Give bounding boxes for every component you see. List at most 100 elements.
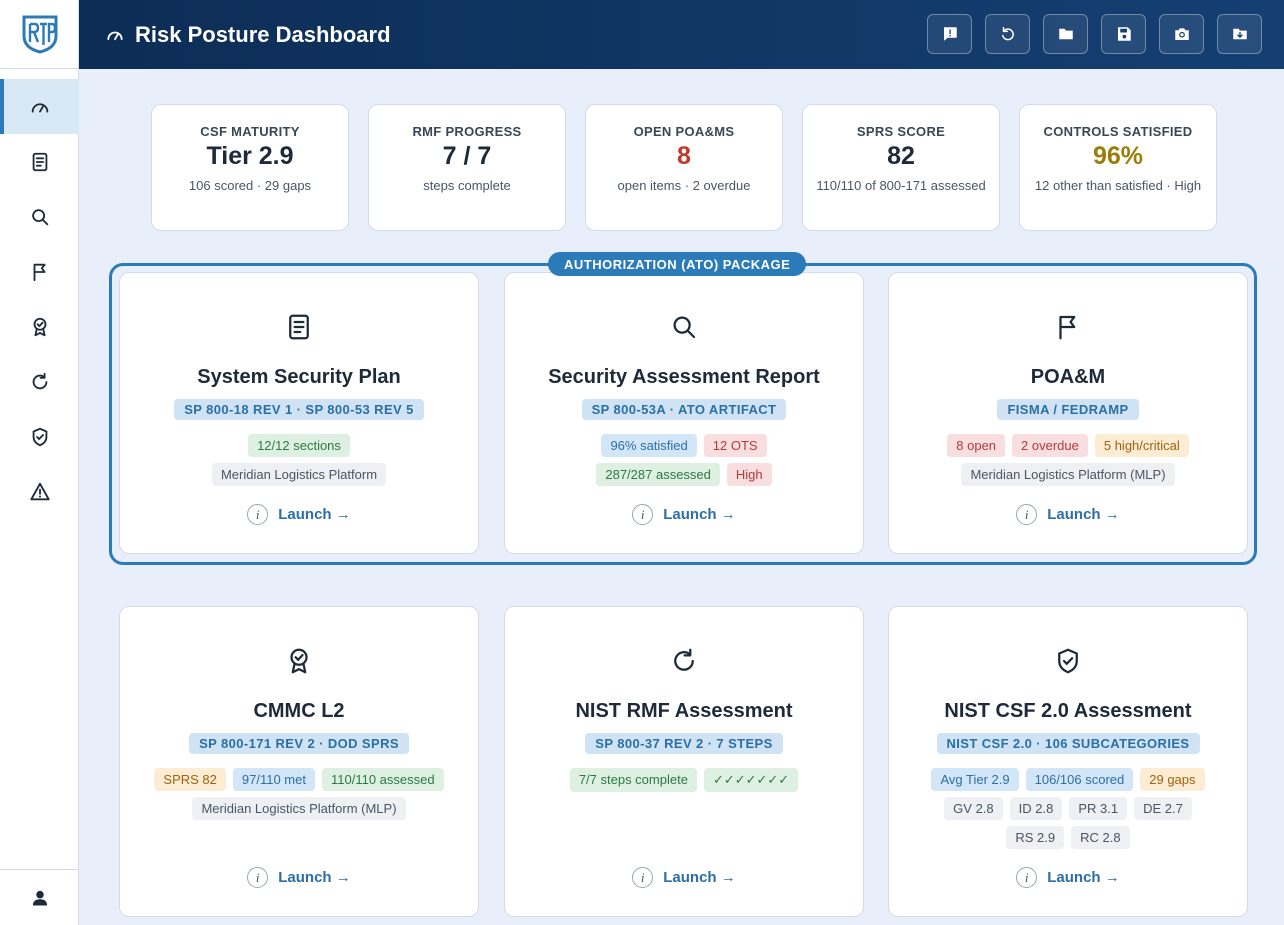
user-icon[interactable]	[30, 888, 50, 908]
standard-pill: FISMA / FEDRAMP	[997, 399, 1139, 420]
card-icon-wrap	[889, 646, 1247, 676]
stat-value: 8	[677, 142, 691, 170]
overdue-pill: 2 overdue	[1012, 434, 1088, 457]
sidebar-item-dashboard[interactable]	[0, 79, 79, 134]
card-nist-csf-assessment[interactable]: NIST CSF 2.0 Assessment NIST CSF 2.0 · 1…	[888, 606, 1248, 917]
stats-row: CSF MATURITY Tier 2.9 106 scored · 29 ga…	[151, 104, 1217, 231]
launch-button[interactable]: Launch →	[278, 869, 351, 886]
assessed-pill: 110/110 assessed	[321, 768, 444, 791]
launch-button[interactable]: Launch →	[663, 506, 736, 523]
info-icon[interactable]: i	[247, 504, 269, 525]
stat-value: Tier 2.9	[206, 142, 294, 170]
feedback-button[interactable]	[927, 14, 972, 54]
avg-tier-pill: Avg Tier 2.9	[931, 768, 1019, 791]
stat-value: 96%	[1092, 142, 1144, 170]
header-actions	[927, 14, 1262, 54]
card-icon-wrap	[505, 312, 863, 342]
launch-row: i Launch →	[120, 504, 478, 525]
card-security-assessment-report[interactable]: Security Assessment Report SP 800-53A · …	[504, 272, 864, 554]
refresh-icon	[674, 648, 694, 671]
card-icon-wrap	[120, 312, 478, 342]
stat-label: RMF PROGRESS	[412, 124, 522, 139]
open-button[interactable]	[1043, 14, 1088, 54]
standard-pill: SP 800-53A · ATO ARTIFACT	[581, 399, 787, 420]
pill-row: 8 open 2 overdue 5 high/critical	[889, 434, 1247, 457]
sidebar-item-ssp[interactable]	[0, 134, 79, 189]
satisfied-pill: 96% satisfied	[601, 434, 697, 457]
function-pill-gv: GV 2.8	[944, 797, 1003, 820]
stat-value: 7 / 7	[442, 142, 492, 170]
info-icon[interactable]: i	[247, 867, 269, 888]
function-pill-pr: PR 3.1	[1069, 797, 1128, 820]
ato-package-label: AUTHORIZATION (ATO) PACKAGE	[548, 252, 807, 276]
card-standard: NIST CSF 2.0 · 106 SUBCATEGORIES	[889, 733, 1247, 754]
info-icon[interactable]: i	[632, 867, 654, 888]
rtp-logo-icon	[22, 15, 57, 54]
pill-row: RS 2.9 RC 2.8	[889, 826, 1247, 849]
sidebar	[0, 0, 79, 925]
sidebar-item-csf[interactable]	[0, 409, 79, 464]
card-standard: SP 800-37 REV 2 · 7 STEPS	[505, 733, 863, 754]
system-pill: Meridian Logistics Platform (MLP)	[961, 463, 1175, 486]
app-logo[interactable]	[0, 0, 79, 69]
launch-row: i Launch →	[505, 867, 863, 888]
stat-label: OPEN POA&MS	[633, 124, 735, 139]
undo-button[interactable]	[985, 14, 1030, 54]
flag-icon	[33, 263, 45, 281]
card-poam[interactable]: POA&M FISMA / FEDRAMP 8 open 2 overdue 5…	[888, 272, 1248, 554]
assessed-pill: 287/287 assessed	[596, 463, 720, 486]
gauge-icon	[107, 31, 123, 40]
launch-button[interactable]: Launch →	[663, 869, 736, 886]
launch-button[interactable]: Launch →	[278, 506, 351, 523]
card-standard: SP 800-18 REV 1 · SP 800-53 REV 5	[120, 399, 478, 420]
stat-card-sprs-score: SPRS SCORE 82 110/110 of 800-171 assesse…	[802, 104, 1000, 231]
pill-row: SPRS 82 97/110 met 110/110 assessed	[120, 768, 478, 791]
info-icon[interactable]: i	[1016, 867, 1038, 888]
sidebar-footer	[0, 869, 79, 925]
pill-row: 96% satisfied 12 OTS	[505, 434, 863, 457]
stat-sub: 12 other than satisfied · High	[1034, 178, 1202, 193]
top-header: Risk Posture Dashboard	[79, 0, 1284, 69]
card-cmmc-l2[interactable]: CMMC L2 SP 800-171 REV 2 · DOD SPRS SPRS…	[119, 606, 479, 917]
screenshot-button[interactable]	[1159, 14, 1204, 54]
search-icon	[673, 316, 696, 339]
page-title: Risk Posture Dashboard	[135, 21, 391, 47]
badge-icon	[290, 648, 308, 674]
impact-pill: High	[726, 463, 772, 486]
step-checks-pill: ✓✓✓✓✓✓✓	[703, 768, 799, 792]
sidebar-item-risks[interactable]	[0, 464, 79, 519]
info-icon[interactable]: i	[632, 504, 654, 525]
gauge-icon	[31, 102, 48, 112]
stat-sub: steps complete	[423, 178, 511, 193]
launch-button[interactable]: Launch →	[1047, 869, 1120, 886]
info-icon[interactable]: i	[1016, 504, 1038, 525]
card-system-security-plan[interactable]: System Security Plan SP 800-18 REV 1 · S…	[119, 272, 479, 554]
stat-sub: 110/110 of 800-171 assessed	[816, 178, 986, 193]
standard-pill: NIST CSF 2.0 · 106 SUBCATEGORIES	[936, 733, 1200, 754]
badge-icon	[33, 317, 46, 336]
export-button[interactable]	[1217, 14, 1262, 54]
pill-row: 287/287 assessed High	[505, 463, 863, 486]
pill-row: Meridian Logistics Platform	[120, 463, 478, 486]
card-title: Security Assessment Report	[548, 366, 820, 388]
launch-button[interactable]: Launch →	[1047, 506, 1120, 523]
feedback-icon	[943, 27, 957, 41]
pill-row: 12/12 sections	[120, 434, 478, 457]
ots-pill: 12 OTS	[703, 434, 767, 457]
card-nist-rmf-assessment[interactable]: NIST RMF Assessment SP 800-37 REV 2 · 7 …	[504, 606, 864, 917]
save-button[interactable]	[1101, 14, 1146, 54]
stat-label: SPRS SCORE	[856, 124, 946, 139]
sidebar-item-poam[interactable]	[0, 244, 79, 299]
sidebar-item-sar[interactable]	[0, 189, 79, 244]
stat-card-csf-maturity: CSF MATURITY Tier 2.9 106 scored · 29 ga…	[151, 104, 349, 231]
undo-icon	[1001, 26, 1014, 41]
card-standard: FISMA / FEDRAMP	[889, 399, 1247, 420]
header-title-group: Risk Posture Dashboard	[105, 22, 391, 48]
sidebar-item-cmmc[interactable]	[0, 299, 79, 354]
sidebar-item-rmf[interactable]	[0, 354, 79, 409]
launch-row: i Launch →	[889, 504, 1247, 525]
sections-pill: 12/12 sections	[248, 434, 350, 457]
stat-label: CONTROLS SATISFIED	[1043, 124, 1193, 139]
warning-icon	[29, 482, 50, 500]
sprs-pill: SPRS 82	[154, 768, 226, 791]
